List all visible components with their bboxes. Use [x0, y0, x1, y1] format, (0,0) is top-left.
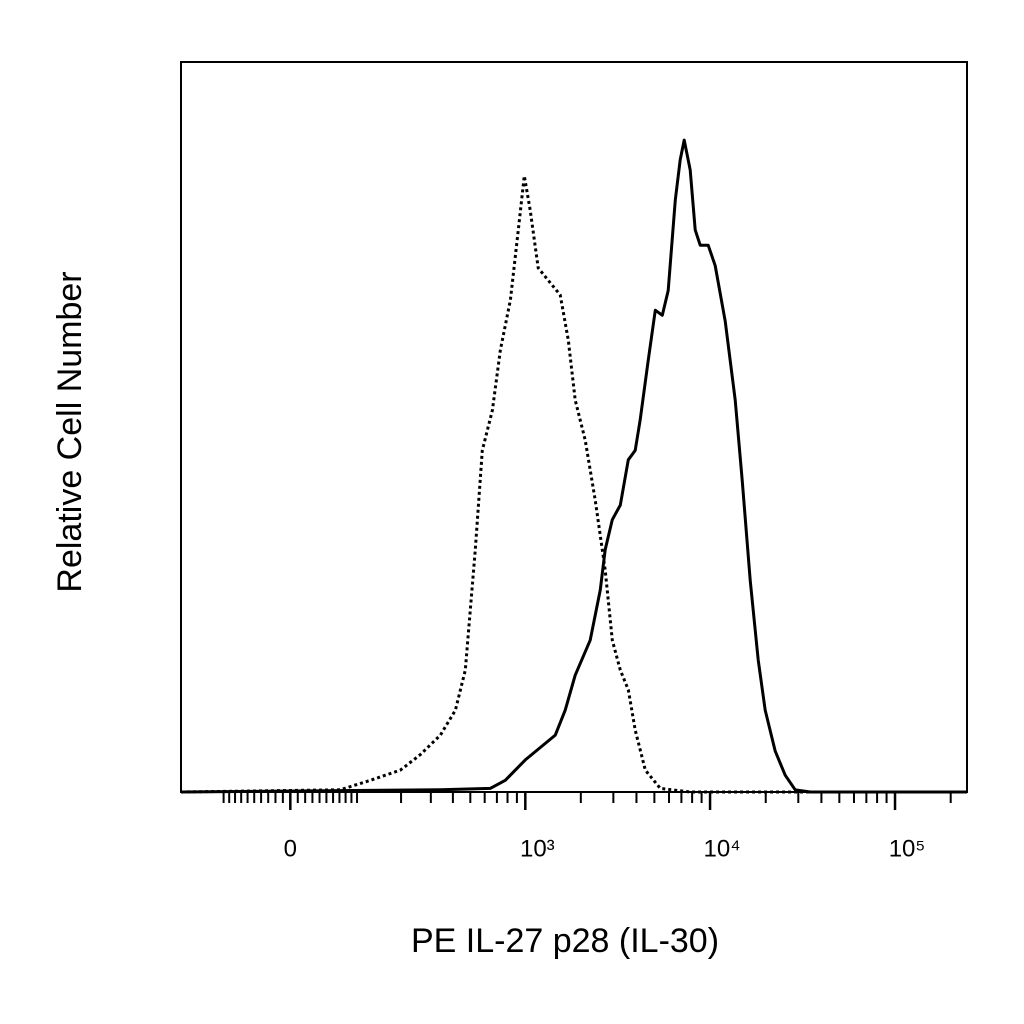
histogram-line	[180, 138, 967, 794]
x-axis-label: PE IL-27 p28 (IL-30)	[411, 922, 719, 960]
x-tick-label: 10³	[520, 835, 555, 862]
x-tick-label: 10⁴	[704, 835, 741, 862]
x-tick-label: 0	[284, 835, 297, 862]
histogram-line	[180, 174, 967, 794]
x-tick-label: 10⁵	[889, 835, 926, 862]
plot-frame	[180, 61, 968, 793]
y-axis-label: Relative Cell Number	[51, 271, 89, 592]
